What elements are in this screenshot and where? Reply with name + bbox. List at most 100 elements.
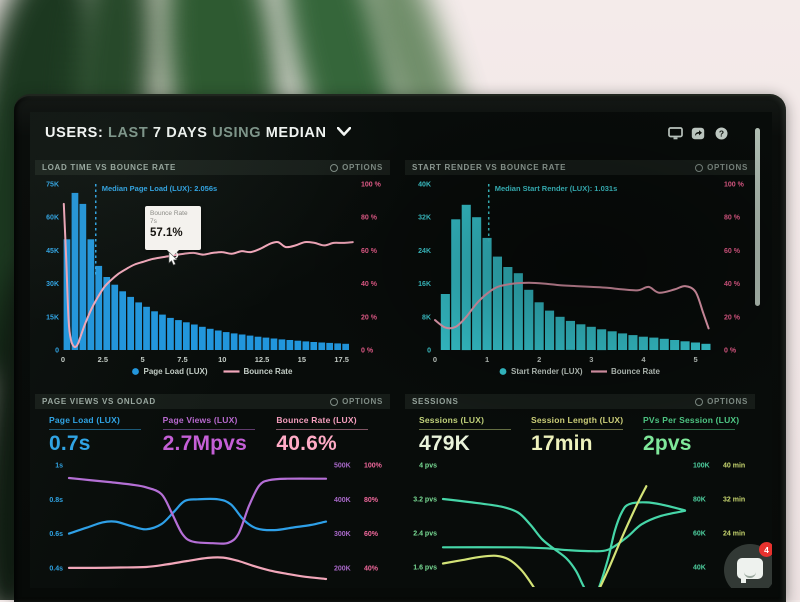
svg-text:45K: 45K bbox=[46, 248, 59, 255]
stat-pvs-per-session: PVs Per Session (LUX) 2pvs bbox=[643, 415, 755, 455]
stat-label: Page Load (LUX) bbox=[49, 415, 121, 425]
svg-text:30K: 30K bbox=[46, 281, 59, 288]
scrollbar-thumb[interactable] bbox=[755, 128, 760, 306]
svg-text:3: 3 bbox=[589, 355, 593, 364]
stat-label: Sessions (LUX) bbox=[419, 415, 485, 425]
help-icon[interactable]: ? bbox=[713, 126, 729, 140]
tooltip-series: Bounce Rate bbox=[150, 210, 188, 217]
dashboard-header: USERS: LAST 7 DAYS USING MEDIAN ? bbox=[45, 124, 757, 150]
svg-text:8K: 8K bbox=[422, 314, 431, 321]
svg-text:2: 2 bbox=[537, 355, 541, 364]
panel-header: START RENDER VS BOUNCE RATE OPTIONS bbox=[405, 160, 755, 175]
dashboard-screen: USERS: LAST 7 DAYS USING MEDIAN ? bbox=[30, 112, 772, 588]
svg-text:0.6s: 0.6s bbox=[49, 531, 63, 538]
svg-text:0 %: 0 % bbox=[724, 348, 737, 355]
stat-page-views: Page Views (LUX) 2.7Mpvs bbox=[162, 415, 277, 455]
svg-text:17.5: 17.5 bbox=[334, 355, 349, 364]
stat-label: PVs Per Session (LUX) bbox=[643, 415, 740, 425]
stat-value: 0.7s bbox=[49, 432, 91, 455]
stat-value: 2.7Mpvs bbox=[162, 432, 247, 455]
panel-header: LOAD TIME VS BOUNCE RATE OPTIONS bbox=[35, 160, 390, 175]
stat-sessions: Sessions (LUX) 479K bbox=[419, 415, 531, 455]
svg-text:4: 4 bbox=[641, 355, 646, 364]
stat-session-length: Session Length (LUX) 17min bbox=[531, 415, 643, 455]
title-part: 7 DAYS bbox=[152, 125, 213, 141]
svg-text:40 min: 40 min bbox=[723, 463, 745, 470]
svg-text:32 min: 32 min bbox=[723, 496, 745, 503]
svg-text:24 min: 24 min bbox=[723, 530, 745, 537]
svg-text:0: 0 bbox=[433, 355, 437, 364]
options-label: OPTIONS bbox=[707, 397, 748, 406]
svg-text:60 %: 60 % bbox=[361, 248, 378, 255]
svg-text:20 %: 20 % bbox=[361, 314, 378, 321]
svg-text:100 %: 100 % bbox=[724, 182, 745, 189]
stat-value: 479K bbox=[419, 432, 471, 455]
svg-text:4 pvs: 4 pvs bbox=[419, 463, 437, 470]
svg-text:400K: 400K bbox=[334, 497, 351, 504]
svg-text:3.2 pvs: 3.2 pvs bbox=[413, 496, 437, 503]
svg-text:200K: 200K bbox=[334, 565, 351, 572]
chat-smile bbox=[744, 571, 756, 578]
stat-label: Session Length (LUX) bbox=[531, 415, 624, 425]
stat-underline bbox=[643, 429, 735, 430]
svg-text:24K: 24K bbox=[418, 248, 431, 255]
panel-sessions: SESSIONS OPTIONS Sessions (LUX) 479K Ses… bbox=[405, 394, 755, 587]
svg-text:1s: 1s bbox=[55, 463, 63, 470]
stat-bounce-rate: Bounce Rate (LUX) 40.6% bbox=[276, 415, 390, 455]
svg-text:0: 0 bbox=[61, 355, 65, 364]
sessions-chart: 4 pvs 100K 40 min 3.2 pvs 80K 32 min 2.4 pvs 60… bbox=[413, 463, 745, 587]
panel-page-views-vs-onload: PAGE VIEWS VS ONLOAD OPTIONS Page Load (… bbox=[35, 394, 390, 587]
svg-text:60K: 60K bbox=[46, 215, 59, 222]
svg-text:40K: 40K bbox=[418, 182, 431, 189]
svg-text:15K: 15K bbox=[46, 314, 59, 321]
svg-text:10: 10 bbox=[218, 355, 226, 364]
options-button[interactable]: OPTIONS bbox=[695, 397, 748, 406]
chat-bubble-icon bbox=[737, 558, 763, 583]
svg-text:Median Start Render (LUX): 1.0: Median Start Render (LUX): 1.031s bbox=[495, 184, 618, 193]
start-render-chart: 40K 100 % 32K 80 % 24K 60 % 16K 40 % 8K 20 % 0 0 % 0… bbox=[418, 182, 745, 377]
svg-text:75K: 75K bbox=[46, 182, 59, 189]
display-icon[interactable] bbox=[667, 126, 683, 140]
options-button[interactable]: OPTIONS bbox=[695, 163, 748, 172]
page-title[interactable]: USERS: LAST 7 DAYS USING MEDIAN bbox=[45, 125, 352, 141]
chat-badge: 4 bbox=[759, 542, 772, 557]
chevron-down-icon[interactable] bbox=[337, 127, 352, 136]
panel-title: PAGE VIEWS VS ONLOAD bbox=[42, 397, 156, 406]
gear-icon bbox=[695, 397, 704, 406]
svg-text:1: 1 bbox=[485, 355, 489, 364]
panel-title: SESSIONS bbox=[412, 397, 459, 406]
tooltip: Bounce Rate 7s 57.1% bbox=[145, 206, 201, 256]
svg-text:Median Page Load (LUX): 2.056s: Median Page Load (LUX): 2.056s bbox=[102, 184, 217, 193]
svg-text:12.5: 12.5 bbox=[255, 355, 270, 364]
svg-text:2.4 pvs: 2.4 pvs bbox=[413, 530, 437, 537]
svg-text:100%: 100% bbox=[364, 463, 383, 470]
panel-start-render-vs-bounce-rate: START RENDER VS BOUNCE RATE OPTIONS 40K 1… bbox=[405, 160, 755, 390]
svg-text:0 %: 0 % bbox=[361, 348, 374, 355]
options-label: OPTIONS bbox=[342, 163, 383, 172]
svg-text:80%: 80% bbox=[364, 497, 379, 504]
stat-label: Page Views (LUX) bbox=[162, 415, 238, 425]
options-button[interactable]: OPTIONS bbox=[330, 163, 383, 172]
stat-underline bbox=[276, 429, 369, 430]
svg-text:80 %: 80 % bbox=[724, 215, 741, 222]
svg-text:100K: 100K bbox=[693, 463, 710, 470]
svg-text:Start Render (LUX): Start Render (LUX) bbox=[511, 367, 583, 376]
options-button[interactable]: OPTIONS bbox=[330, 397, 383, 406]
panel-title: START RENDER VS BOUNCE RATE bbox=[412, 163, 567, 172]
stat-underline bbox=[49, 429, 141, 430]
svg-text:0.8s: 0.8s bbox=[49, 497, 63, 504]
share-icon[interactable] bbox=[690, 126, 706, 140]
svg-text:0: 0 bbox=[55, 348, 59, 355]
svg-text:80 %: 80 % bbox=[361, 215, 378, 222]
svg-text:5: 5 bbox=[141, 355, 145, 364]
panel-load-time-vs-bounce-rate: LOAD TIME VS BOUNCE RATE OPTIONS 75K 10 0 … bbox=[35, 160, 390, 390]
mouse-cursor-icon bbox=[168, 252, 179, 266]
chat-button[interactable]: 4 bbox=[724, 542, 772, 588]
load-time-chart: 75K 100 % 60K 80 % 45K 60 % 30K 40 % 15K 20 % 0 0 %… bbox=[46, 182, 381, 377]
svg-text:15: 15 bbox=[298, 355, 306, 364]
panel-header: SESSIONS OPTIONS bbox=[405, 394, 755, 409]
svg-text:0: 0 bbox=[427, 348, 431, 355]
svg-text:40%: 40% bbox=[364, 565, 379, 572]
svg-text:80K: 80K bbox=[693, 496, 706, 503]
title-part: LAST bbox=[108, 125, 153, 141]
